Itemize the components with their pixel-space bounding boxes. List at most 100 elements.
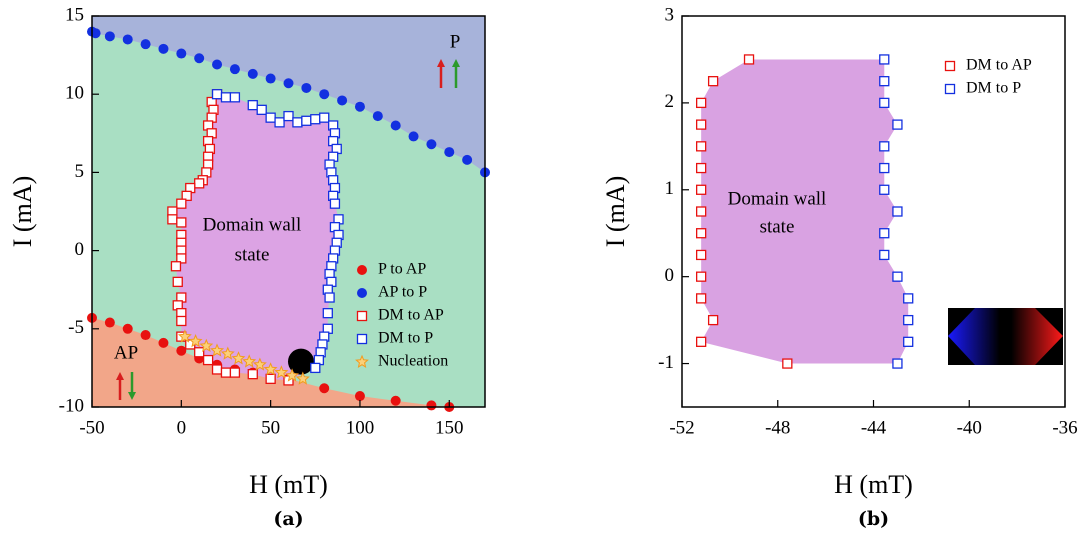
data-point <box>176 345 187 356</box>
data-point <box>696 184 707 195</box>
data-point <box>696 228 707 239</box>
data-point <box>879 54 890 65</box>
data-point <box>229 92 241 103</box>
data-point <box>122 34 133 45</box>
data-point <box>292 117 303 128</box>
y-tick-label: 3 <box>665 4 675 25</box>
data-point <box>265 73 276 84</box>
data-point <box>390 120 401 131</box>
x-tick-label: -52 <box>669 417 694 438</box>
y-tick-label: 15 <box>65 4 84 25</box>
data-point <box>696 162 707 174</box>
data-point <box>176 48 187 59</box>
region <box>172 94 339 381</box>
data-point <box>158 337 169 348</box>
legend-label: AP to P <box>378 284 427 301</box>
data-point <box>274 117 285 128</box>
data-point <box>707 76 719 87</box>
data-point <box>903 293 914 304</box>
plot-area <box>92 16 485 407</box>
data-point <box>324 292 335 303</box>
data-point <box>743 54 755 65</box>
x-tick-label: 150 <box>435 417 464 438</box>
data-point <box>212 59 223 70</box>
annotation: state <box>760 216 795 237</box>
data-point <box>696 141 707 152</box>
data-point <box>210 343 225 357</box>
legend-label: DM to AP <box>378 307 444 324</box>
y-tick-label: 2 <box>665 91 675 112</box>
legend-label: P to AP <box>378 261 426 278</box>
legend-label: Nucleation <box>378 353 448 370</box>
region <box>701 59 909 364</box>
arrow-head <box>437 59 445 67</box>
inset-wall <box>948 308 1063 365</box>
data-point <box>265 373 276 384</box>
legend-marker <box>356 333 368 345</box>
data-point <box>177 329 192 343</box>
data-point <box>892 271 903 282</box>
data-point <box>696 97 707 109</box>
data-point <box>319 112 330 123</box>
data-point <box>140 39 151 50</box>
annotation: P <box>450 31 461 52</box>
data-point <box>220 92 232 103</box>
x-tick-label: 0 <box>177 417 187 438</box>
data-point <box>242 354 257 368</box>
data-point <box>903 336 914 347</box>
legend-marker <box>944 83 956 95</box>
data-point <box>426 139 437 150</box>
x-tick-label: 100 <box>346 417 375 438</box>
data-point <box>696 271 707 282</box>
data-point <box>426 400 437 411</box>
annotation: state <box>235 244 270 265</box>
data-point <box>104 31 115 42</box>
data-point <box>462 154 473 165</box>
data-point <box>247 369 258 380</box>
data-point <box>202 354 214 366</box>
data-point <box>879 97 890 109</box>
data-point <box>301 115 312 126</box>
legend-marker <box>357 288 367 298</box>
data-point <box>892 119 903 130</box>
x-axis-label: H (mT) <box>249 470 328 499</box>
data-point <box>176 198 187 209</box>
y-tick-label: -5 <box>68 317 84 338</box>
legend-marker <box>944 60 956 72</box>
data-point <box>892 206 903 217</box>
caption: (b) <box>858 508 889 530</box>
caption: (a) <box>273 508 303 530</box>
arrow-head <box>128 392 136 400</box>
data-point <box>295 371 310 385</box>
data-point <box>170 261 182 272</box>
data-point <box>696 206 707 217</box>
data-point <box>283 110 294 122</box>
data-point <box>172 276 183 288</box>
data-point <box>390 395 401 406</box>
data-point <box>263 362 278 376</box>
data-point <box>310 362 321 374</box>
data-point <box>782 358 793 369</box>
annotation: AP <box>114 342 138 363</box>
data-point <box>188 334 203 348</box>
annotation: Domain wall <box>203 214 302 235</box>
y-tick-label: 10 <box>65 83 84 104</box>
data-point <box>310 114 321 125</box>
data-point <box>104 317 115 328</box>
data-point <box>696 336 707 347</box>
marker-dot <box>288 348 315 375</box>
data-point <box>372 111 383 122</box>
y-axis-label: I (mA) <box>601 176 630 247</box>
data-point <box>354 391 365 402</box>
y-tick-label: 0 <box>665 265 675 286</box>
arrow-head <box>116 372 124 380</box>
arrow-head <box>452 59 460 67</box>
legend-label: DM to AP <box>966 57 1032 74</box>
annotation: Domain wall <box>728 188 827 209</box>
x-tick-label: -40 <box>957 417 982 438</box>
legend-label: DM to P <box>966 80 1021 97</box>
region <box>92 16 485 173</box>
data-point <box>194 178 205 189</box>
legend-label: DM to P <box>378 330 433 347</box>
